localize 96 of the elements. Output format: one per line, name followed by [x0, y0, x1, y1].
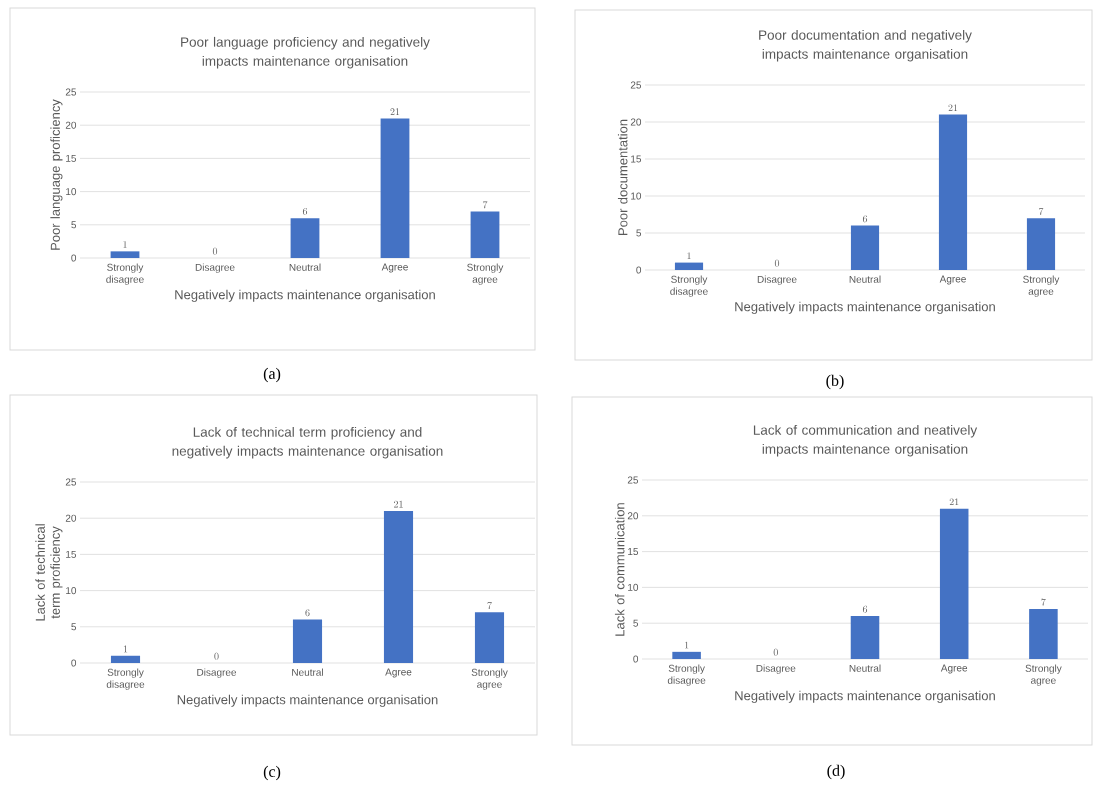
x-axis-title: Negatively impacts maintenance organisation [735, 301, 995, 314]
bar [674, 262, 704, 270]
data-label: 1 [123, 241, 127, 248]
y-tick-label: 15 [628, 548, 639, 556]
y-axis-title: Poor language proficiency [50, 99, 63, 250]
data-label: 7 [483, 201, 488, 209]
bar [110, 251, 140, 258]
chart-title: Poor documentation and negatively impacts maintenance organisation [759, 29, 972, 62]
y-tick-label: 5 [71, 623, 77, 631]
bar [850, 225, 880, 270]
y-tick-label: 20 [65, 121, 77, 129]
bar [383, 510, 414, 663]
y-tick-label: 25 [630, 81, 642, 89]
x-tick-label: Neutral [849, 664, 881, 672]
bar [938, 114, 968, 270]
y-tick-label: 20 [65, 514, 77, 522]
y-tick-label: 0 [71, 659, 77, 667]
x-axis-title: Negatively impacts maintenance organisation [177, 694, 438, 707]
x-tick-label: Strongly disagree [106, 263, 144, 285]
y-tick-label: 10 [66, 188, 77, 196]
chart-title: Poor language proficiency and negatively impacts maintenance organisation [181, 36, 430, 69]
x-tick-label: Agree [940, 664, 968, 674]
y-tick-label: 0 [633, 655, 639, 663]
text: (b) [826, 374, 844, 390]
data-label: 1 [685, 641, 689, 649]
x-tick-label: Neutral [289, 263, 321, 271]
y-tick-label: 15 [66, 154, 77, 162]
y-tick-label: 10 [628, 583, 639, 591]
y-tick-label: 10 [631, 192, 642, 200]
y-tick-label: 25 [65, 88, 77, 96]
bar [1029, 608, 1058, 659]
x-tick-label: Strongly agree [1023, 275, 1060, 297]
x-tick-label: Agree [381, 263, 408, 273]
chart-title: Lack of communication and neatively impacts maintenance organisation [753, 424, 978, 457]
x-axis-title: Negatively impacts maintenance organisation [735, 690, 995, 703]
x-axis-title: Negatively impacts maintenance organisation [175, 289, 435, 302]
y-axis-title: Lack of communication [614, 503, 625, 636]
data-label: 1 [123, 645, 128, 653]
y-tick-label: 0 [71, 254, 77, 262]
text: (c) [263, 765, 281, 781]
y-tick-label: 20 [630, 118, 642, 126]
bar [290, 218, 320, 258]
x-tick-label: Strongly disagree [670, 275, 708, 297]
data-label: 6 [862, 215, 868, 223]
x-tick-label: Disagree [195, 263, 235, 273]
x-tick-label: Agree [939, 275, 966, 285]
bar [110, 655, 141, 663]
x-tick-label: Strongly agree [467, 263, 504, 285]
bar [470, 211, 500, 258]
y-axis-title: Lack of technical term proficiency [35, 524, 63, 621]
x-tick-label: Agree [385, 668, 412, 678]
x-tick-label: Disagree [757, 275, 797, 285]
data-label: 0 [212, 247, 218, 255]
x-tick-label: Disagree [197, 668, 237, 678]
bar [380, 118, 410, 258]
data-label: 7 [1041, 598, 1046, 606]
bar [939, 508, 969, 659]
y-tick-label: 15 [631, 155, 642, 163]
data-label: 7 [1039, 207, 1044, 215]
y-tick-label: 5 [71, 221, 77, 229]
data-label: 0 [773, 648, 778, 656]
text: (a) [263, 367, 281, 383]
y-tick-label: 5 [636, 229, 642, 237]
data-label: 7 [487, 602, 492, 609]
x-tick-label: Neutral [849, 275, 881, 283]
data-label: 21 [948, 104, 958, 112]
x-tick-label: Strongly disagree [667, 664, 706, 686]
y-tick-label: 20 [627, 512, 639, 520]
bar [850, 616, 880, 659]
x-tick-label: Strongly agree [1025, 664, 1062, 686]
y-tick-label: 15 [66, 550, 77, 558]
data-label: 21 [394, 500, 403, 508]
data-label: 21 [949, 498, 959, 506]
data-label: 6 [862, 605, 868, 613]
bar [1026, 218, 1056, 270]
y-tick-label: 5 [633, 619, 639, 627]
x-tick-label: Neutral [292, 668, 323, 676]
data-label: 1 [687, 252, 691, 260]
x-tick-label: Strongly disagree [106, 668, 145, 690]
y-axis-title: Poor documentation [617, 119, 628, 235]
y-tick-label: 0 [636, 266, 642, 274]
bar [672, 651, 701, 659]
data-label: 21 [390, 108, 400, 116]
chart-title: Lack of technical term proficiency and negatively impacts maintenance organisation [172, 426, 443, 459]
data-label: 6 [305, 609, 310, 617]
x-tick-label: Disagree [756, 664, 796, 674]
bar [292, 619, 323, 663]
y-tick-label: 10 [66, 587, 77, 595]
data-label: 6 [302, 207, 308, 215]
data-label: 0 [774, 259, 780, 267]
y-tick-label: 25 [65, 478, 77, 486]
data-label: 0 [214, 652, 219, 660]
text: (d) [827, 764, 845, 780]
bar [474, 612, 505, 663]
x-tick-label: Strongly agree [471, 668, 508, 690]
y-tick-label: 25 [627, 476, 639, 484]
